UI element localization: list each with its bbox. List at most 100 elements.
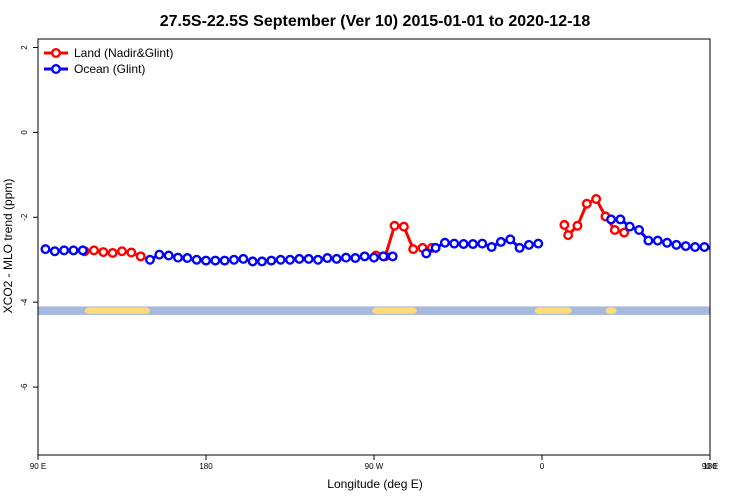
x-tick-label: 90 E [30, 462, 46, 471]
data-point [421, 248, 432, 259]
data-point [449, 238, 460, 249]
data-point [563, 230, 574, 241]
chart-title: 27.5S-22.5S September (Ver 10) 2015-01-0… [160, 13, 591, 30]
data-point [126, 247, 137, 258]
y-tick-label: 2 [20, 45, 29, 50]
land-strip-segment [534, 307, 572, 314]
data-point [77, 245, 88, 256]
data-point [398, 221, 409, 232]
data-point [387, 251, 398, 262]
legend-label: Land (Nadir&Glint) [74, 46, 173, 60]
y-tick-label: -2 [20, 213, 29, 221]
data-point [458, 239, 469, 250]
land-strip-segment [84, 307, 150, 314]
x-axis-label: Longitude (deg E) [327, 477, 422, 491]
data-point [98, 247, 109, 258]
legend-marker [51, 48, 62, 59]
data-point [285, 254, 296, 265]
data-point [331, 253, 342, 264]
data-point [210, 255, 221, 266]
data-point [699, 241, 710, 252]
data-point [619, 227, 630, 238]
data-point [68, 245, 79, 256]
data-point [680, 241, 691, 252]
x-tick-label: 180 [703, 462, 717, 471]
data-point [322, 253, 333, 264]
land-strip-segment [372, 307, 417, 314]
data-point [486, 241, 497, 252]
legend-marker [51, 63, 62, 74]
data-point [238, 253, 249, 264]
data-point [606, 214, 617, 225]
data-point [708, 244, 710, 252]
data-point [408, 244, 419, 255]
x-tick-label: 180 [199, 462, 213, 471]
data-point [671, 239, 682, 250]
data-point [533, 238, 544, 249]
data-point [172, 252, 183, 263]
data-point [275, 254, 286, 265]
data-point [266, 255, 277, 266]
data-point [662, 237, 673, 248]
data-point [389, 220, 400, 231]
data-point [609, 225, 620, 236]
data-point [514, 242, 525, 253]
data-point [430, 242, 441, 253]
data-point [572, 220, 583, 231]
data-point [523, 239, 534, 250]
data-point [116, 246, 127, 257]
data-point [144, 254, 155, 265]
data-point [559, 219, 570, 230]
data-point [369, 252, 380, 263]
data-point [634, 225, 645, 236]
data-point [135, 251, 146, 262]
land-strip-segment [605, 307, 617, 314]
data-point [477, 238, 488, 249]
legend: Land (Nadir&Glint) Ocean (Glint) [44, 46, 173, 76]
y-tick-label: 0 [20, 130, 29, 135]
data-point [303, 253, 314, 264]
y-tick-label: -6 [20, 383, 29, 391]
data-point [738, 245, 746, 253]
data-point [228, 254, 239, 265]
data-point [219, 255, 230, 266]
data-point [652, 235, 663, 246]
data-point [88, 245, 99, 256]
x-tick-label: 90 E [702, 462, 718, 471]
data-point [257, 256, 268, 267]
y-axis-label: XCO2 - MLO trend (ppm) [1, 179, 15, 314]
data-point [729, 245, 737, 253]
y-tick-label: -4 [20, 298, 29, 306]
data-point [200, 255, 211, 266]
data-point [378, 251, 389, 262]
data-point [505, 234, 516, 245]
data-point [581, 198, 592, 209]
plot-frame [37, 38, 711, 456]
data-point [359, 251, 370, 262]
data-point [247, 256, 258, 267]
x-tick-label: 0 [540, 462, 545, 471]
data-point [643, 235, 654, 246]
data-point [154, 249, 165, 260]
data-point [313, 254, 324, 265]
data-point [191, 254, 202, 265]
data-point [163, 250, 174, 261]
data-point [107, 247, 118, 258]
plot-area [38, 194, 746, 315]
data-point [341, 252, 352, 263]
data-point [467, 239, 478, 250]
data-point [294, 253, 305, 264]
data-point [690, 241, 701, 252]
data-point [40, 244, 51, 255]
data-point [182, 253, 193, 264]
data-point [49, 246, 60, 257]
data-point [615, 214, 626, 225]
data-point [439, 237, 450, 248]
legend-label: Ocean (Glint) [74, 62, 145, 76]
data-point [591, 194, 602, 205]
data-point [495, 236, 506, 247]
data-point [719, 244, 727, 252]
x-tick-label: 90 W [365, 462, 384, 471]
